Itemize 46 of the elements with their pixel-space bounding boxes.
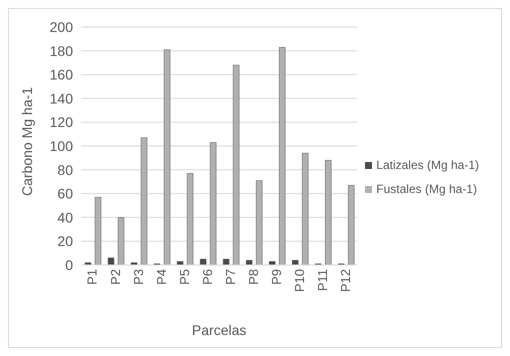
y-tick-label: 40 xyxy=(57,209,74,226)
x-tick-label: P5 xyxy=(176,269,192,285)
bar xyxy=(324,160,332,265)
y-tick-label: 180 xyxy=(50,42,74,59)
bar xyxy=(118,217,124,265)
bar xyxy=(108,258,114,265)
bar xyxy=(246,260,252,265)
x-tick-label: P11 xyxy=(314,269,330,292)
bar xyxy=(210,142,216,265)
bar xyxy=(292,260,298,265)
y-tick-label: 120 xyxy=(50,114,74,130)
bar xyxy=(278,46,286,265)
bar xyxy=(268,261,276,265)
x-axis-title: Parcelas xyxy=(192,322,246,338)
legend-label: Fustales (Mg ha-1) xyxy=(376,182,477,196)
bar xyxy=(222,258,230,265)
y-tick-label: 160 xyxy=(50,66,74,83)
bar xyxy=(348,185,355,265)
x-tick-label: P12 xyxy=(338,269,353,292)
x-tick-label: P7 xyxy=(222,269,238,285)
x-tick-label: P6 xyxy=(200,269,215,285)
x-tick-label: P9 xyxy=(268,269,284,285)
bar xyxy=(186,173,194,265)
y-axis-title: Carbono Mg ha-1 xyxy=(18,86,35,196)
bar xyxy=(256,180,262,265)
bar xyxy=(94,196,102,265)
y-tick-label: 60 xyxy=(57,186,74,202)
y-tick-label: 0 xyxy=(65,256,74,273)
bar xyxy=(176,261,184,265)
x-tick-label: P2 xyxy=(108,269,123,285)
legend-label: Latizales (Mg ha-1) xyxy=(376,158,479,172)
y-tick-label: 100 xyxy=(50,138,74,154)
bar xyxy=(302,152,308,265)
bar xyxy=(200,258,206,265)
bar xyxy=(232,64,240,265)
x-tick-label: P10 xyxy=(292,269,307,292)
y-tick-label: 20 xyxy=(57,233,74,250)
x-tick-label: P4 xyxy=(154,269,169,285)
y-tick-label: 80 xyxy=(57,162,74,178)
x-tick-label: P1 xyxy=(84,269,100,285)
bar xyxy=(140,137,148,265)
y-tick-label: 140 xyxy=(50,90,74,106)
y-tick-label: 200 xyxy=(50,18,74,35)
bar xyxy=(164,49,170,265)
x-tick-label: P3 xyxy=(130,269,146,285)
x-tick-label: P8 xyxy=(246,269,261,285)
